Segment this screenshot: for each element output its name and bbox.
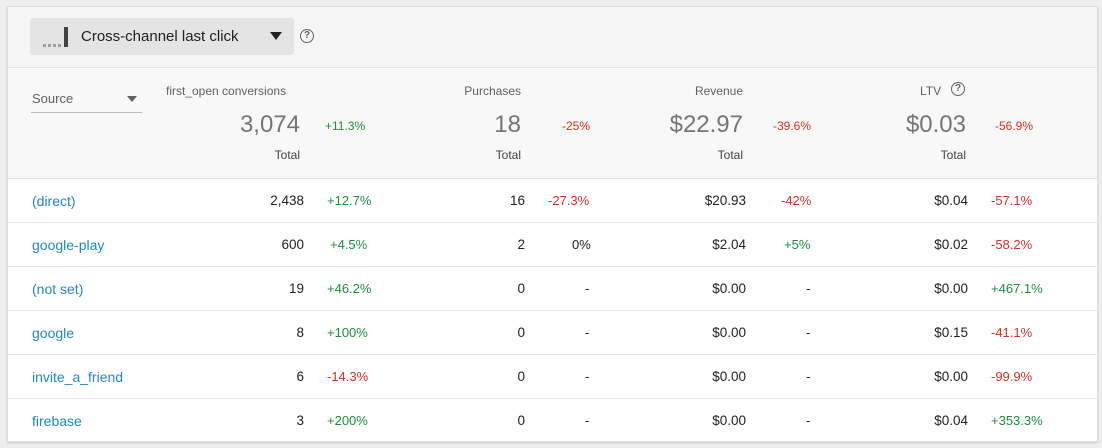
table-row: firebase 3 +200% 0 - $0.00 - $0.04 +353.… — [8, 399, 1097, 441]
bar-chart-icon — [43, 27, 73, 47]
help-circle-icon[interactable]: ? — [951, 82, 965, 96]
cell-purchases: 0 — [517, 413, 525, 428]
cell-first-open-change: +200% — [327, 413, 368, 428]
cell-first-open-change: +4.5% — [330, 237, 368, 252]
header-ltv[interactable]: LTV — [920, 84, 942, 98]
cell-ltv-change: +353.3% — [991, 413, 1043, 428]
cell-purchases: 0 — [517, 369, 525, 384]
cell-first-open-change: -14.3% — [327, 369, 369, 384]
table-row: (not set) 19 +46.2% 0 - $0.00 - $0.00 +4… — [8, 267, 1097, 311]
cell-ltv: $0.15 — [934, 325, 968, 340]
total-label-ltv: Total — [940, 148, 966, 162]
cell-purchases-change: - — [585, 325, 590, 340]
cell-first-open: 2,438 — [270, 193, 304, 208]
cell-ltv: $0.00 — [934, 369, 968, 384]
table-row: (direct) 2,438 +12.7% 16 -27.3% $20.93 -… — [8, 179, 1097, 223]
change-revenue: -39.6% — [773, 119, 812, 133]
total-label-first-open: Total — [274, 148, 300, 162]
source-link[interactable]: firebase — [32, 413, 82, 429]
change-purchases: -25% — [562, 119, 591, 133]
attribution-model-dropdown[interactable]: Cross-channel last click — [30, 18, 294, 55]
source-link[interactable]: (not set) — [32, 281, 84, 297]
cell-first-open: 6 — [296, 369, 304, 384]
cell-revenue: $0.00 — [712, 281, 746, 296]
cell-revenue-change: - — [806, 281, 811, 296]
cell-purchases: 0 — [517, 281, 525, 296]
cell-revenue-change: - — [806, 325, 811, 340]
help-circle-icon[interactable]: ? — [300, 29, 314, 43]
cell-revenue: $2.04 — [712, 237, 746, 252]
source-link[interactable]: google — [32, 325, 75, 341]
cell-revenue: $20.93 — [704, 193, 746, 208]
cell-purchases-change: -27.3% — [548, 193, 590, 208]
triangle-down-icon — [127, 96, 137, 102]
cell-ltv-change: -57.1% — [991, 193, 1033, 208]
cell-ltv: $0.04 — [934, 193, 968, 208]
source-link[interactable]: invite_a_friend — [32, 369, 124, 385]
cell-ltv: $0.00 — [934, 281, 968, 296]
cell-first-open-change: +12.7% — [327, 193, 372, 208]
cell-ltv-change: -41.1% — [991, 325, 1033, 340]
source-link[interactable]: (direct) — [32, 193, 76, 209]
header-purchases[interactable]: Purchases — [464, 84, 521, 98]
table-row: google 8 +100% 0 - $0.00 - $0.15 -41.1% — [8, 311, 1097, 355]
total-purchases: 18 — [494, 111, 521, 138]
cell-purchases-change: - — [585, 369, 590, 384]
triangle-down-icon — [270, 32, 282, 40]
cell-first-open: 8 — [296, 325, 304, 340]
cell-purchases-change: - — [585, 281, 590, 296]
cell-ltv-change: -58.2% — [991, 237, 1033, 252]
cell-ltv: $0.04 — [934, 413, 968, 428]
cell-revenue: $0.00 — [712, 369, 746, 384]
cell-first-open-change: +100% — [327, 325, 368, 340]
cell-ltv-change: +467.1% — [991, 281, 1043, 296]
table-row: invite_a_friend 6 -14.3% 0 - $0.00 - $0.… — [8, 355, 1097, 399]
total-first-open: 3,074 — [239, 111, 300, 138]
cell-purchases: 0 — [517, 325, 525, 340]
table-row: google-play 600 +4.5% 2 0% $2.04 +5% $0.… — [8, 223, 1097, 267]
cell-revenue-change: -42% — [781, 193, 812, 208]
cell-purchases: 16 — [509, 193, 525, 208]
change-ltv: -56.9% — [995, 119, 1034, 133]
cell-ltv: $0.02 — [934, 237, 968, 252]
cell-first-open-change: +46.2% — [327, 281, 372, 296]
cell-purchases-change: 0% — [572, 237, 591, 252]
cell-purchases: 2 — [517, 237, 525, 252]
total-revenue: $22.97 — [669, 111, 743, 138]
summary-header: Source first_open conversions 3,074 +11.… — [8, 68, 1097, 179]
source-link[interactable]: google-play — [32, 237, 105, 253]
cell-revenue: $0.00 — [712, 325, 746, 340]
cell-revenue-change: +5% — [784, 237, 811, 252]
cell-revenue-change: - — [806, 413, 811, 428]
source-select-label: Source — [32, 91, 74, 106]
header-revenue[interactable]: Revenue — [694, 84, 743, 98]
cell-revenue: $0.00 — [712, 413, 746, 428]
cell-purchases-change: - — [585, 413, 590, 428]
report-card: Cross-channel last click ? Source first_… — [7, 6, 1098, 442]
total-label-revenue: Total — [717, 148, 743, 162]
cell-first-open: 600 — [281, 237, 304, 252]
source-dimension-select[interactable]: Source — [31, 89, 142, 113]
header-first-open[interactable]: first_open conversions — [166, 84, 287, 98]
cell-revenue-change: - — [806, 369, 811, 384]
report-header: Cross-channel last click ? — [8, 7, 1097, 68]
attribution-model-label: Cross-channel last click — [81, 28, 239, 45]
total-label-purchases: Total — [495, 148, 521, 162]
cell-ltv-change: -99.9% — [991, 369, 1033, 384]
cell-first-open: 3 — [296, 413, 304, 428]
total-ltv: $0.03 — [905, 111, 966, 138]
change-first-open: +11.3% — [325, 119, 366, 133]
cell-first-open: 19 — [288, 281, 304, 296]
